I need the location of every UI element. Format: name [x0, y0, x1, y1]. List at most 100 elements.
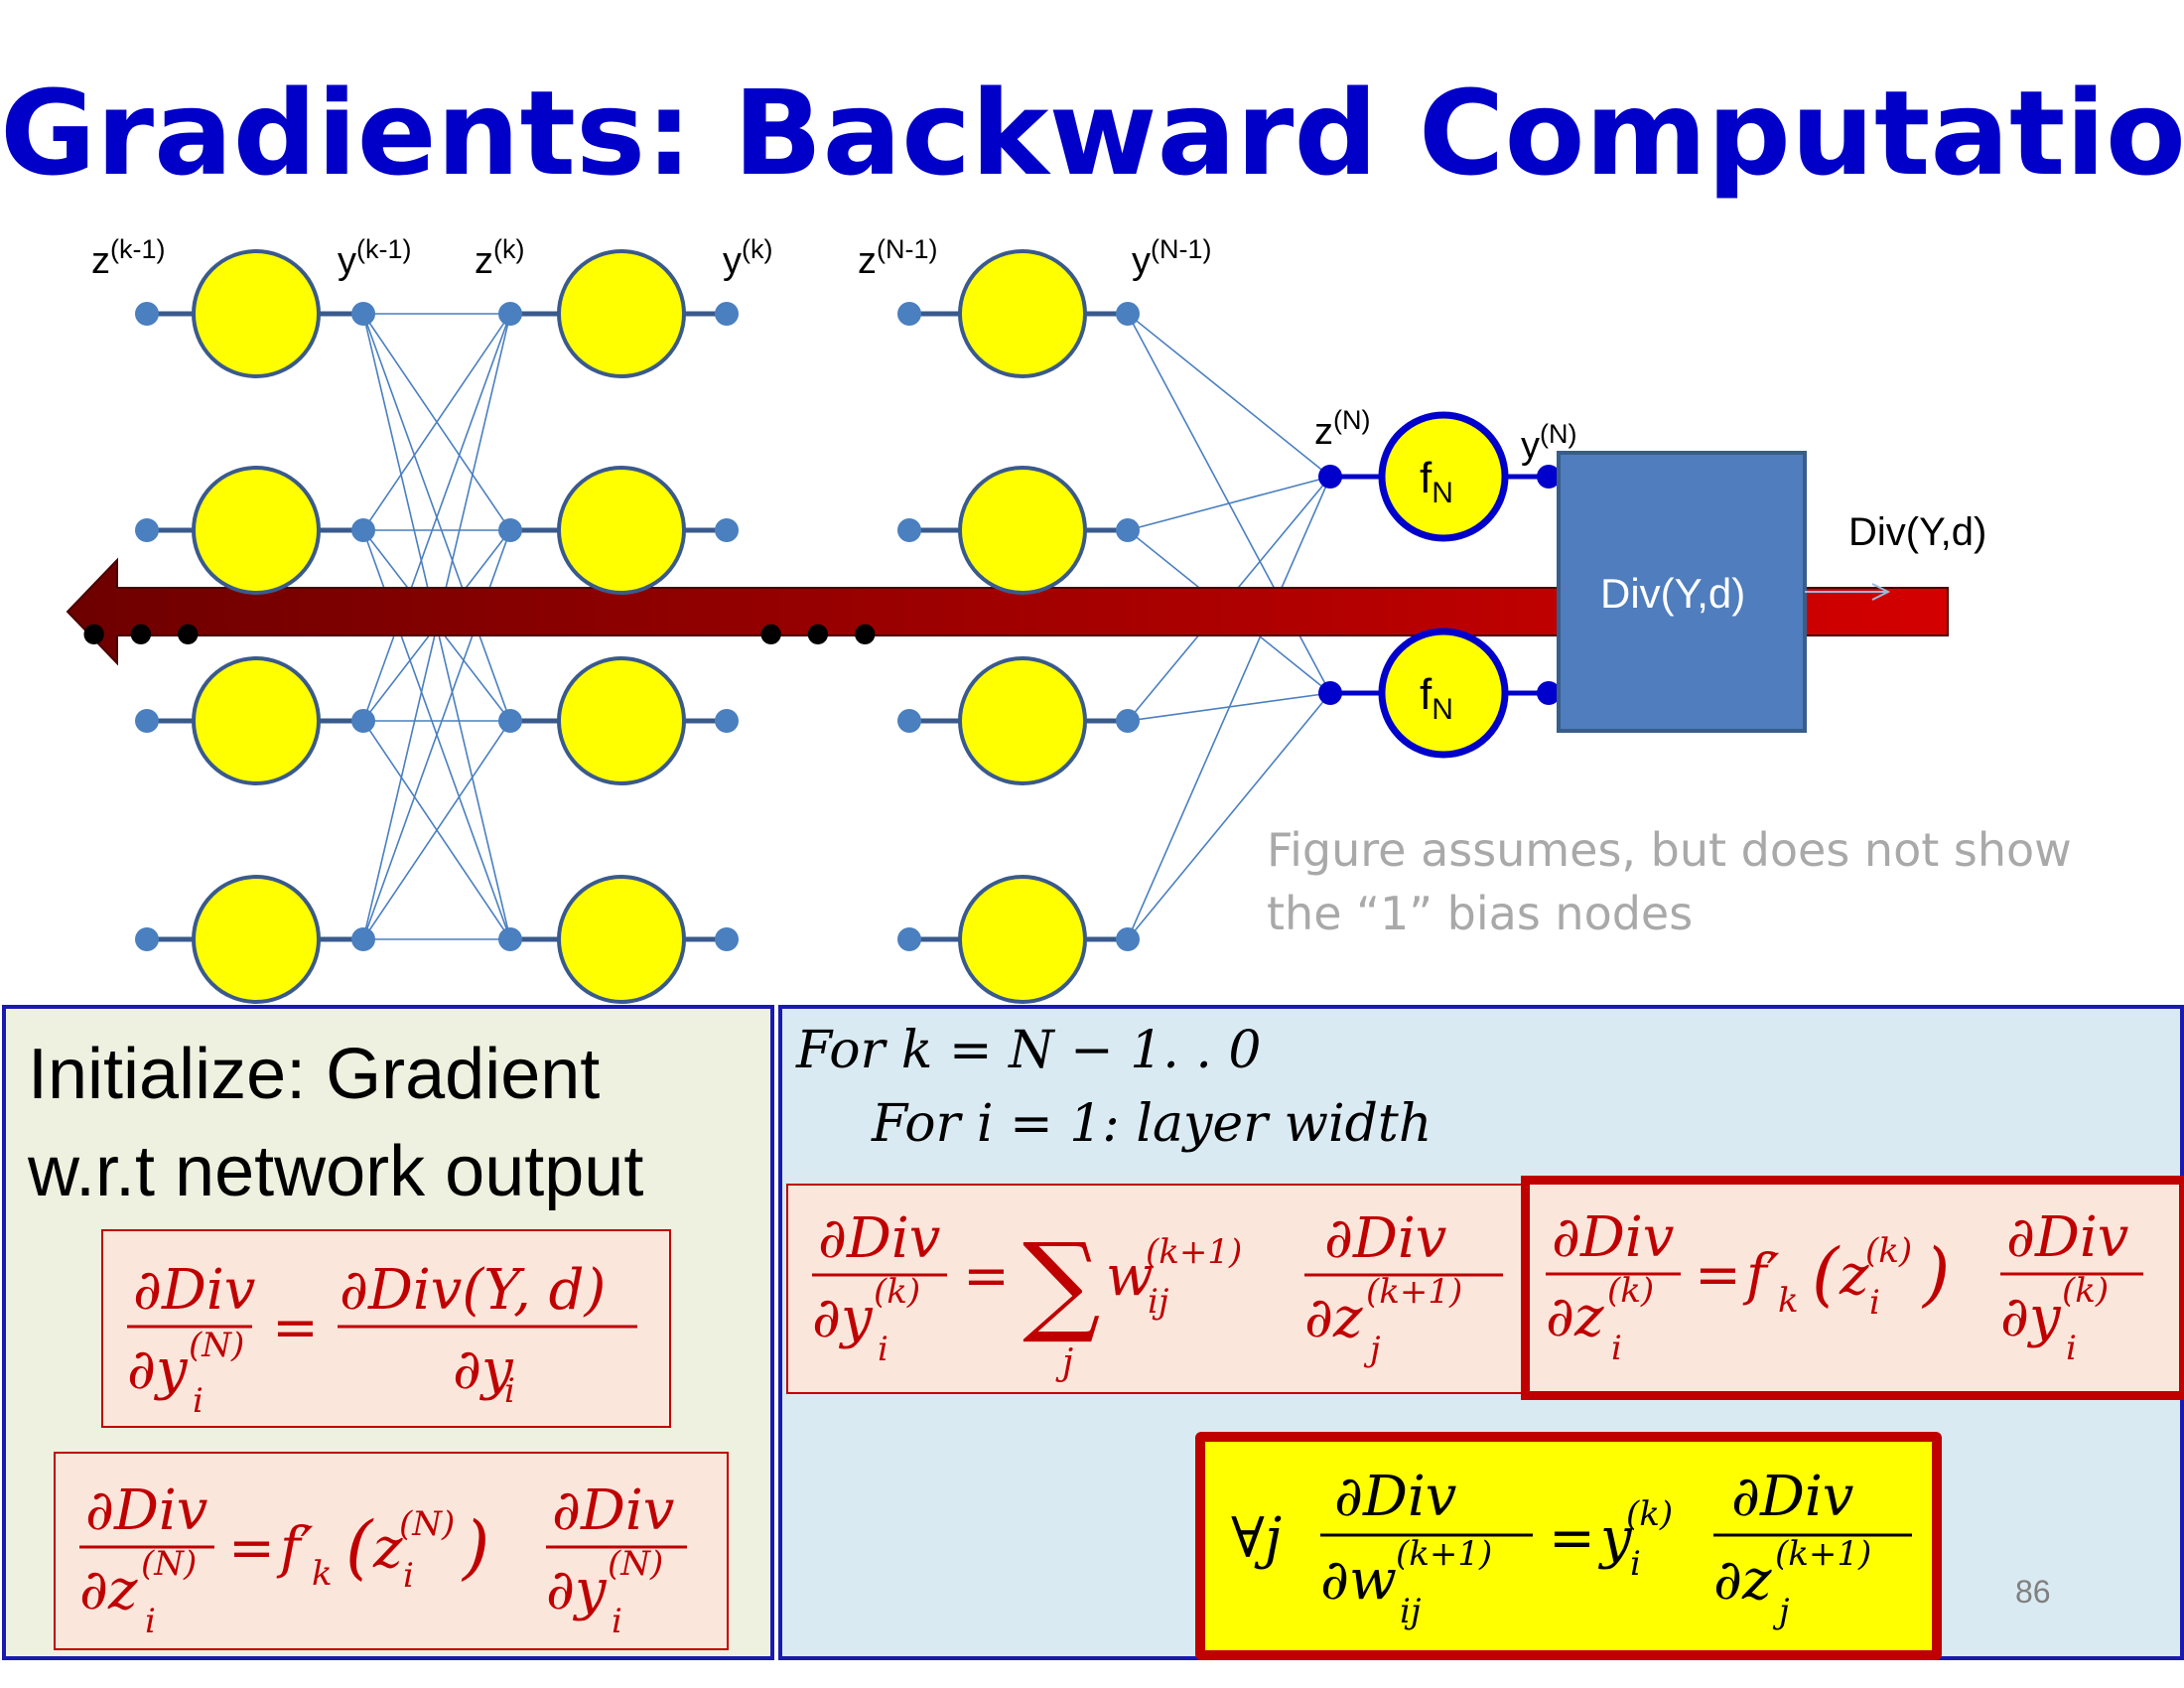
layer-N-minus-1-neuron-2	[958, 656, 1087, 785]
layer-k-minus-1-input-dot-2	[135, 709, 159, 733]
eqw-den-right-sup: (k+1)	[1775, 1534, 1871, 1574]
eq2-den-left: ∂z	[79, 1558, 138, 1622]
layer-N-minus-1-input-dot-3	[897, 927, 921, 951]
eq2-arg-sup: (N)	[399, 1504, 455, 1544]
slide-title: Gradients: Backward Computation	[0, 65, 2184, 202]
eqs-den-right: ∂z	[1304, 1286, 1363, 1350]
layer-k-minus-1-output-dot-1	[351, 518, 375, 542]
eqs-sum-sub: j	[1055, 1342, 1073, 1383]
link-1-0	[362, 313, 511, 531]
eq2-fprime-sub: k	[312, 1554, 333, 1594]
init-heading-line-1: Initialize: Gradient	[28, 1035, 601, 1114]
eq2-arg: z	[372, 1516, 403, 1581]
eqa-den-left: ∂z	[1546, 1285, 1604, 1349]
eqa-den-left-sub: i	[1611, 1329, 1622, 1368]
eqs-den-right-sub: j	[1363, 1330, 1381, 1369]
label-y-N: y(N)	[1521, 419, 1577, 467]
layer-k-minus-1-input-dot-3	[135, 927, 159, 951]
label-y-k-minus-1: y(k-1)	[338, 234, 412, 282]
layer-k-minus-1-output-dot-3	[351, 927, 375, 951]
output-neuron-label-1: fN	[1420, 454, 1453, 509]
init-panel: Initialize: Gradient w.r.t network outpu…	[2, 1005, 774, 1660]
layer-N-minus-1-neuron-0	[958, 249, 1087, 378]
output-link-3-0	[1127, 476, 1331, 940]
label-z-N-minus-1: z(N-1)	[858, 234, 938, 282]
init-heading-line-2: w.r.t network output	[28, 1132, 644, 1211]
layer-k-output-dot-3	[715, 927, 739, 951]
layer-k-input-dot-1	[498, 518, 522, 542]
eq2-den-left-sup: (N)	[141, 1544, 197, 1584]
eq1-den-left: ∂y	[127, 1337, 189, 1402]
eqs-den-right-sup: (k+1)	[1366, 1272, 1462, 1312]
eqw-den-left-sup: (k+1)	[1396, 1534, 1492, 1574]
eqw-num-right: ∂Div	[1731, 1465, 1854, 1529]
layer-N-minus-1-output-dot-3	[1116, 927, 1140, 951]
eq1-num-right: ∂Div(Y, d)	[340, 1258, 606, 1323]
ellipsis-left: •••	[73, 596, 214, 677]
eqs-equals: =	[963, 1244, 1010, 1309]
eqs-den-left-sub: i	[878, 1330, 888, 1369]
layer-k-minus-1-input-dot-1	[135, 518, 159, 542]
divergence-output-label: Div(Y,d)	[1848, 510, 1987, 554]
eqs-w-sub: ij	[1148, 1282, 1169, 1322]
layer-N-minus-1-output-dot-0	[1116, 302, 1140, 326]
bias-note-line-1: Figure assumes, but does not show	[1267, 823, 2072, 877]
eqw-den-right-sub: j	[1772, 1592, 1790, 1631]
loop-i-line: For i = 1: layer width	[872, 1094, 1433, 1154]
label-z-k: z(k)	[475, 234, 525, 282]
eq1-den-left-sub: i	[193, 1381, 204, 1421]
output-link-3-1	[1127, 692, 1331, 940]
eqa-den-right-sub: i	[2066, 1329, 2077, 1368]
output-output-dot-0	[1537, 465, 1561, 489]
eqa-paren-close: )	[1921, 1233, 1950, 1315]
page-number: 86	[2015, 1574, 2051, 1610]
div-output-arrowhead	[1871, 583, 1891, 601]
gradient-y-sum-eq: ∂Div ∂y (k) i = ∑ j w (k+1) ij ∂Div ∂z (…	[786, 1184, 1527, 1394]
output-link-1-0	[1127, 476, 1331, 531]
eqw-forall: ∀j	[1231, 1506, 1282, 1571]
layer-k-minus-1-neuron-0	[192, 249, 321, 378]
layer-k-neuron-3	[557, 875, 686, 1004]
eq2-num-left: ∂Div	[85, 1478, 208, 1543]
layer-k-neuron-2	[557, 656, 686, 785]
label-z-N: z(N)	[1314, 405, 1371, 453]
eqa-den-right: ∂y	[2000, 1285, 2062, 1349]
layer-N-minus-1-neuron-3	[958, 875, 1087, 1004]
divergence-box	[1557, 451, 1807, 733]
layer-k-input-dot-3	[498, 927, 522, 951]
link-3-2	[362, 720, 511, 940]
backward-loop-panel: For k = N − 1. . 0 For i = 1: layer widt…	[778, 1005, 2184, 1660]
eqs-den-left: ∂y	[812, 1286, 874, 1350]
eqa-den-right-sup: (k)	[2062, 1271, 2109, 1311]
label-y-k: y(k)	[723, 234, 773, 282]
eq1-den-left-sup: (N)	[189, 1326, 244, 1365]
eq2-paren-close: )	[461, 1506, 489, 1588]
eq1-num-left: ∂Div	[133, 1258, 256, 1323]
layer-N-minus-1-neuron-1	[958, 466, 1087, 595]
output-input-dot-0	[1318, 465, 1342, 489]
layer-k-minus-1-output-dot-2	[351, 709, 375, 733]
eqa-arg-sup: (k)	[1865, 1231, 1912, 1271]
gradient-weight-eq: ∀j ∂Div ∂w (k+1) ij = y (k) i ∂Div ∂z (k…	[1195, 1432, 1942, 1660]
layer-k-minus-1-output-dot-0	[351, 302, 375, 326]
layer-k-input-dot-2	[498, 709, 522, 733]
bias-note: Figure assumes, but does not show the “1…	[1267, 818, 2072, 945]
layer-k-minus-1-neuron-1	[192, 466, 321, 595]
eqw-y-sup: (k)	[1626, 1494, 1673, 1534]
bias-note-line-2: the “1” bias nodes	[1267, 887, 1694, 940]
eqa-arg-sub: i	[1869, 1283, 1880, 1323]
layer-N-minus-1-output-dot-2	[1116, 709, 1140, 733]
eqw-equals: =	[1549, 1506, 1595, 1571]
ellipsis-middle: •••	[751, 596, 891, 677]
eqw-y-sub: i	[1630, 1544, 1641, 1584]
layer-k-neuron-1	[557, 466, 686, 595]
eqs-num-left: ∂Div	[818, 1206, 941, 1271]
eq1-den-right-sub: i	[504, 1371, 515, 1411]
eqw-num-left: ∂Div	[1334, 1465, 1457, 1529]
layer-k-input-dot-0	[498, 302, 522, 326]
layer-k-output-dot-0	[715, 302, 739, 326]
output-neuron-1	[1378, 628, 1509, 759]
eqa-arg: z	[1839, 1243, 1869, 1308]
eqa-fprime-sub: k	[1778, 1281, 1799, 1321]
